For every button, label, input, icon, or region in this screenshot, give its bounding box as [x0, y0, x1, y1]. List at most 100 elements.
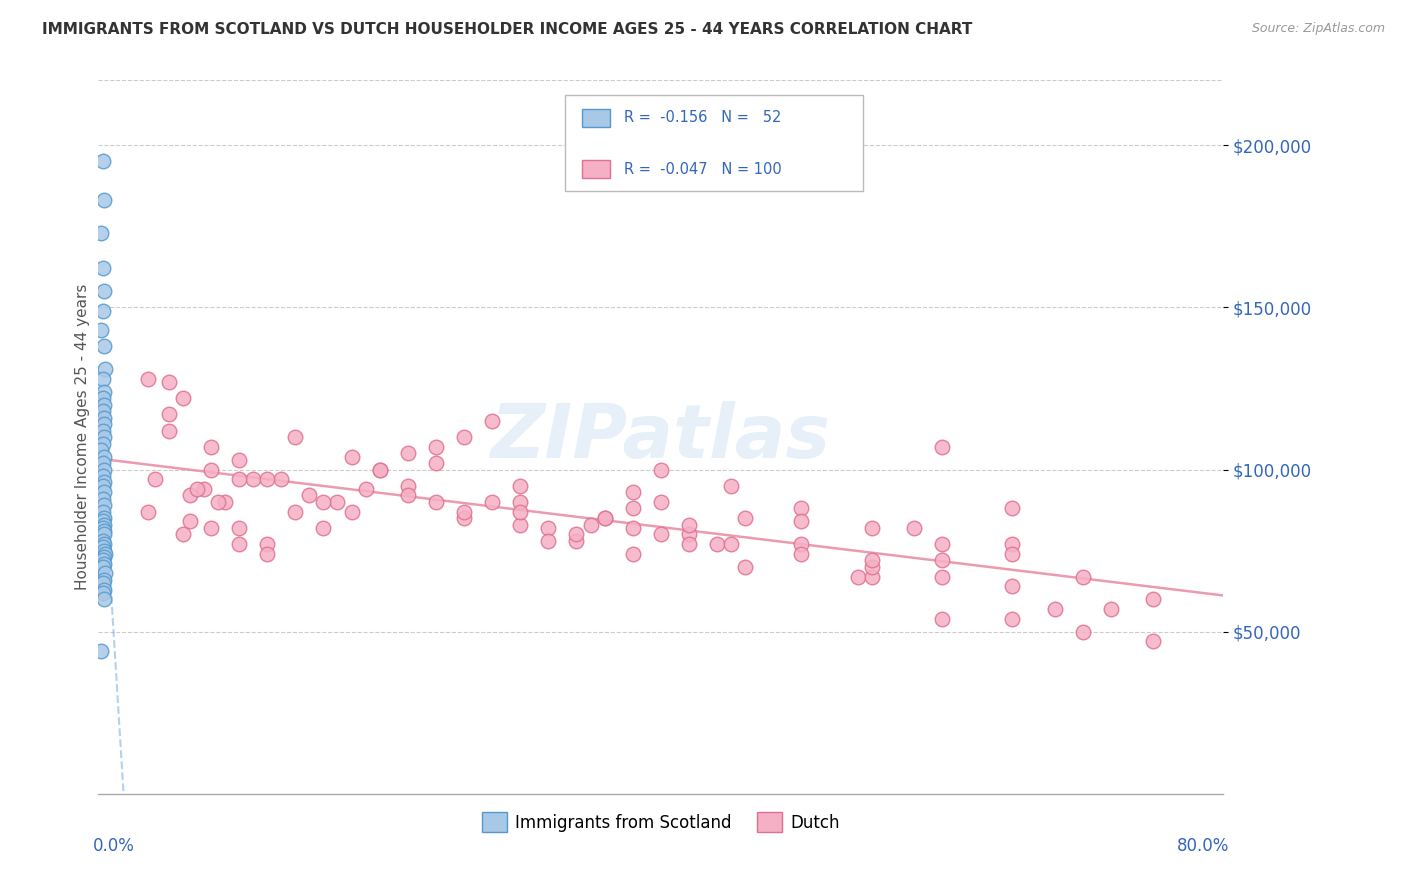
Point [931, 440, 953, 454]
Point [678, 517, 700, 532]
Legend: Immigrants from Scotland, Dutch: Immigrants from Scotland, Dutch [475, 805, 846, 839]
Point [93, 582, 115, 597]
Point [1001, 537, 1024, 551]
Point [91, 515, 114, 529]
Point [91, 533, 114, 548]
Point [91, 436, 114, 450]
Point [931, 553, 953, 567]
Point [93, 284, 115, 298]
Point [193, 482, 215, 496]
Point [91, 521, 114, 535]
Point [537, 533, 560, 548]
Text: R =  -0.047   N = 100: R = -0.047 N = 100 [624, 161, 782, 177]
Point [91, 491, 114, 506]
Text: ZIPatlas: ZIPatlas [491, 401, 831, 474]
Point [565, 533, 588, 548]
Point [93, 524, 115, 538]
Point [621, 501, 644, 516]
Point [228, 521, 250, 535]
Point [157, 408, 180, 422]
Point [172, 527, 194, 541]
Point [91, 424, 114, 438]
Point [537, 521, 560, 535]
Point [93, 339, 115, 353]
Point [396, 446, 419, 460]
Point [621, 485, 644, 500]
Point [1099, 602, 1122, 616]
Point [91, 576, 114, 591]
Point [481, 495, 503, 509]
Point [143, 472, 166, 486]
Point [93, 194, 115, 208]
Point [396, 488, 419, 502]
Point [720, 479, 742, 493]
Point [91, 404, 114, 418]
Point [650, 462, 672, 476]
Point [860, 569, 883, 583]
Point [93, 592, 115, 607]
Bar [582, 109, 610, 127]
Point [453, 511, 475, 525]
Point [91, 261, 114, 276]
Point [93, 511, 115, 525]
Point [790, 501, 813, 516]
Point [860, 553, 883, 567]
Point [200, 521, 222, 535]
Point [157, 375, 180, 389]
Point [790, 537, 813, 551]
Point [453, 430, 475, 444]
Point [93, 527, 115, 541]
Point [734, 511, 756, 525]
Point [931, 537, 953, 551]
Point [284, 430, 307, 444]
Point [200, 462, 222, 476]
Point [453, 505, 475, 519]
Point [93, 543, 115, 558]
Point [90, 226, 112, 240]
Point [678, 537, 700, 551]
Point [179, 515, 201, 529]
Point [207, 495, 229, 509]
Point [284, 505, 307, 519]
Point [650, 495, 672, 509]
Point [1001, 547, 1024, 561]
Point [509, 517, 531, 532]
Point [93, 498, 115, 512]
Point [136, 372, 159, 386]
Point [396, 479, 419, 493]
Point [340, 505, 363, 519]
Point [790, 515, 813, 529]
Point [846, 569, 869, 583]
Point [94, 547, 117, 561]
Point [91, 586, 114, 600]
Point [1071, 569, 1094, 583]
Point [91, 391, 114, 405]
Point [94, 362, 117, 376]
Point [706, 537, 728, 551]
Point [312, 495, 335, 509]
Point [91, 469, 114, 483]
Point [1001, 501, 1024, 516]
Point [90, 323, 112, 337]
Point [93, 417, 115, 431]
Point [200, 440, 222, 454]
Point [425, 456, 447, 470]
Point [593, 511, 616, 525]
Point [790, 547, 813, 561]
Point [93, 450, 115, 464]
Point [186, 482, 208, 496]
Point [270, 472, 292, 486]
Point [509, 495, 531, 509]
Point [579, 517, 602, 532]
Point [228, 472, 250, 486]
Point [94, 566, 117, 581]
Point [326, 495, 349, 509]
Point [93, 430, 115, 444]
Point [903, 521, 925, 535]
Point [93, 475, 115, 490]
Point [91, 456, 114, 470]
Bar [565, 95, 863, 191]
Point [354, 482, 377, 496]
Point [256, 547, 278, 561]
Point [93, 537, 115, 551]
